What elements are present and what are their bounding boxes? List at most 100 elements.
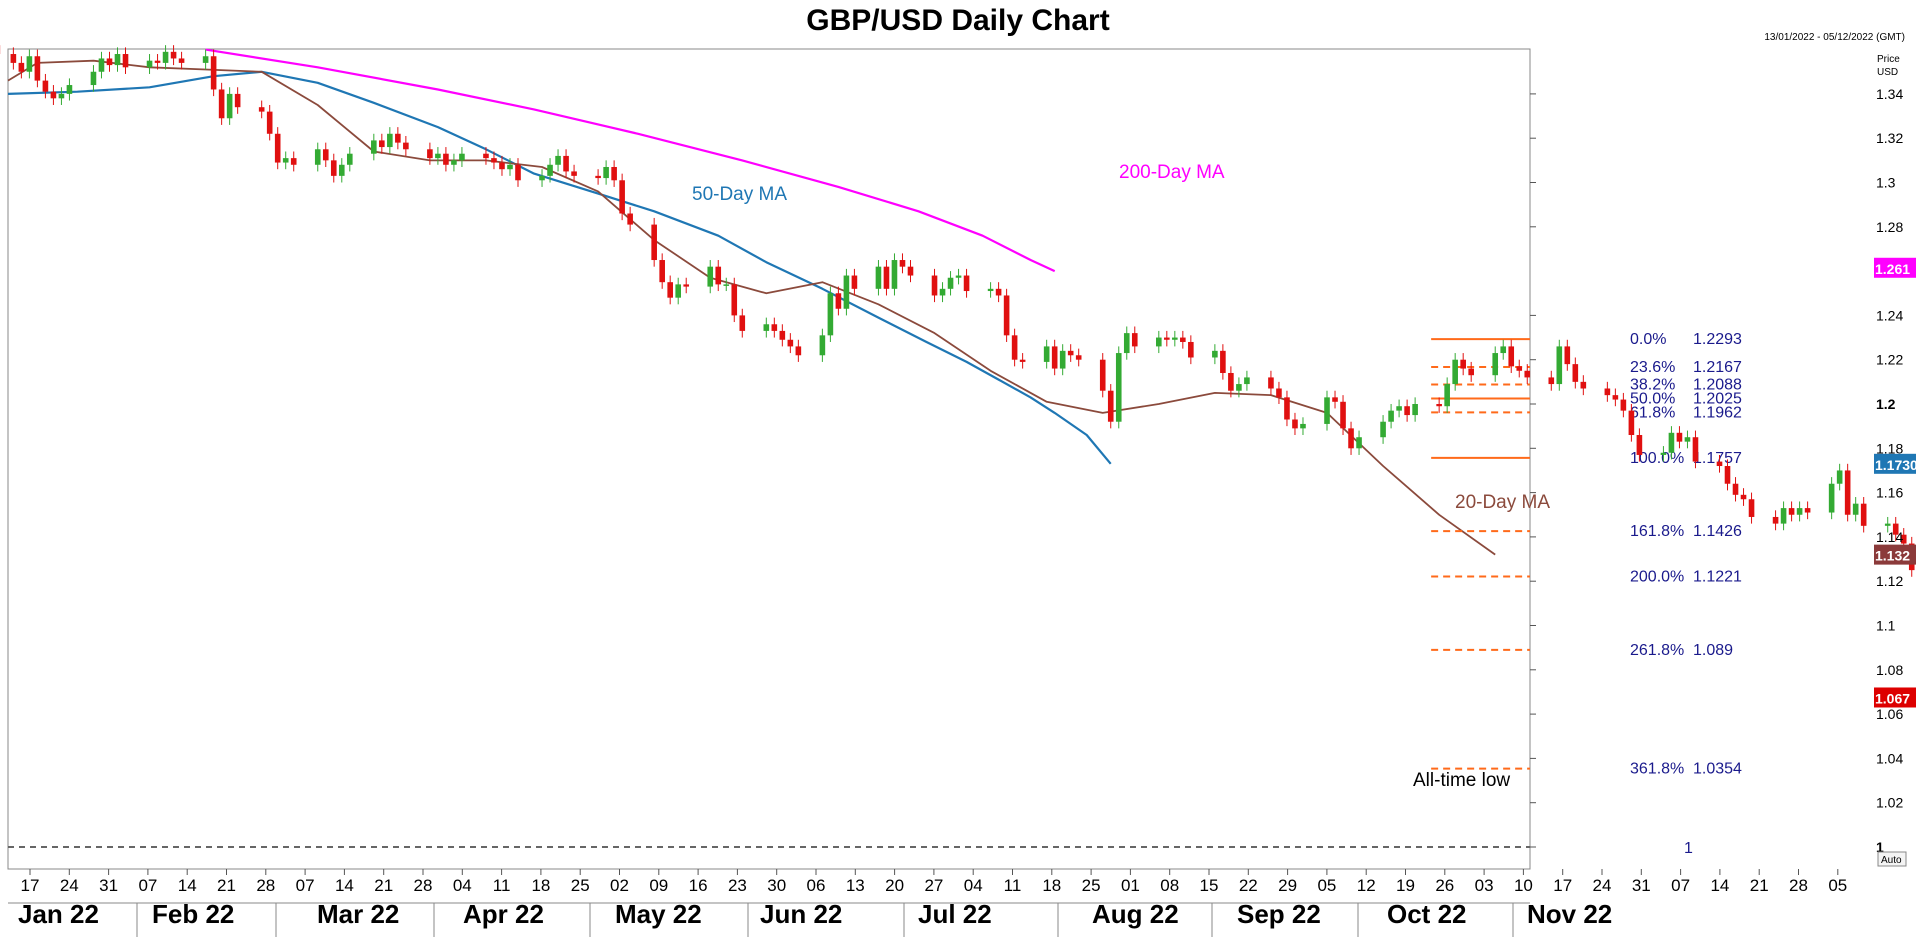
candle-up — [555, 155, 561, 165]
y-tick-label: 1.1 — [1876, 618, 1896, 634]
fib-price-label: 1.2293 — [1693, 331, 1742, 348]
candle-up — [459, 153, 465, 161]
ma50-label: 50-Day MA — [692, 184, 787, 205]
price-badge-label: 1.132 — [1875, 548, 1910, 564]
candle-up — [507, 164, 513, 170]
candle-up — [282, 158, 289, 163]
candle-down — [218, 89, 225, 119]
fib-price-label: 1.2025 — [1693, 390, 1742, 407]
candle-down — [42, 80, 49, 92]
x-tick-label: 12 — [1357, 876, 1376, 895]
candle-down — [1844, 470, 1851, 515]
x-tick-label: 21 — [217, 876, 236, 895]
candle-down — [1011, 335, 1018, 360]
candle-down — [931, 275, 938, 296]
x-tick-label: 28 — [256, 876, 275, 895]
x-tick-label: 07 — [1671, 876, 1690, 895]
candle-down — [1524, 370, 1531, 378]
currency-axis-label: USD — [1877, 67, 1898, 78]
candle-down — [330, 160, 337, 176]
candle-down — [1892, 523, 1899, 535]
candle-up — [451, 160, 457, 165]
x-tick-label: 24 — [60, 876, 79, 895]
candle-up — [675, 284, 681, 298]
y-tick-label: 1.28 — [1876, 219, 1903, 235]
candle-up — [1244, 377, 1250, 385]
fib-price-label: 1.1757 — [1693, 450, 1742, 467]
y-tick-label: 1.34 — [1876, 86, 1903, 102]
auto-scale-button[interactable] — [1877, 851, 1907, 867]
candle-down — [1220, 350, 1226, 373]
x-tick-label: 25 — [1082, 876, 1101, 895]
x-tick-label: 11 — [493, 876, 511, 895]
candle-down — [619, 180, 625, 214]
candle-down — [1804, 508, 1811, 513]
candle-up — [387, 133, 393, 148]
x-tick-label: 31 — [1632, 876, 1651, 895]
candle-up — [1444, 384, 1450, 407]
candle-up — [947, 277, 954, 289]
fib-percent-label: 0.0% — [1630, 331, 1666, 348]
x-tick-label: 04 — [453, 876, 472, 895]
fib-percent-label: 38.2% — [1630, 377, 1675, 394]
x-tick-label: 18 — [1042, 876, 1061, 895]
candle-up — [1396, 406, 1402, 411]
candle-down — [274, 133, 281, 163]
candle-down — [715, 266, 722, 285]
candle-up — [26, 56, 33, 72]
candle-up — [1796, 508, 1803, 515]
candle-up — [202, 56, 209, 63]
fib-percent-label: 200.0% — [1630, 569, 1684, 586]
candle-down — [1572, 364, 1579, 382]
candle-down — [1620, 399, 1627, 411]
x-tick-label: 05 — [1828, 876, 1847, 895]
fib-percent-label: 23.6% — [1630, 359, 1675, 376]
candle-down — [1404, 406, 1410, 416]
x-tick-label: 05 — [1317, 876, 1336, 895]
candle-up — [1324, 397, 1330, 424]
auto-scale-label: Auto — [1881, 855, 1902, 866]
candle-down — [1900, 534, 1907, 544]
candle-down — [651, 224, 657, 261]
candle-down — [50, 91, 57, 99]
candle-up — [1156, 337, 1162, 347]
y-tick-label: 1.3 — [1876, 175, 1896, 191]
fib-price-label: 1.1426 — [1693, 523, 1742, 540]
month-label: Jul 22 — [918, 899, 992, 929]
x-tick-label: 29 — [1278, 876, 1297, 895]
fib-price-label: 1.089 — [1693, 642, 1733, 659]
candle-down — [883, 266, 890, 289]
month-label: Oct 22 — [1387, 899, 1467, 929]
candle-down — [731, 284, 738, 316]
x-tick-label: 11 — [1004, 876, 1022, 895]
candle-up — [346, 153, 353, 165]
candle-up — [723, 284, 730, 286]
candle-up — [1172, 337, 1178, 340]
plot-area — [7, 48, 1531, 870]
candle-up — [146, 60, 153, 68]
candle-up — [1828, 483, 1835, 513]
candle-down — [795, 346, 802, 356]
candle-down — [258, 107, 265, 112]
fib-percent-label: 261.8% — [1630, 642, 1684, 659]
price-axis-label: Price — [1877, 54, 1900, 65]
fib-price-label: 1.2167 — [1693, 359, 1742, 376]
y-tick-label: 1.16 — [1876, 485, 1903, 501]
candle-down — [1580, 381, 1587, 389]
fib-percent-label: 100.0% — [1630, 450, 1684, 467]
candle-down — [1107, 390, 1114, 422]
candle-down — [1268, 377, 1274, 389]
candle-down — [1019, 359, 1026, 362]
candle-up — [162, 51, 169, 63]
x-tick-label: 17 — [1553, 876, 1572, 895]
candle-up — [1884, 523, 1891, 526]
50-day-ma-line — [7, 70, 1112, 465]
200-day-ma-line — [205, 48, 1056, 273]
candle-up — [58, 93, 65, 99]
x-tick-label: 31 — [99, 876, 118, 895]
x-tick-label: 27 — [924, 876, 943, 895]
candle-down — [1724, 466, 1731, 484]
candle-down — [34, 56, 41, 81]
candle-down — [1788, 508, 1795, 515]
